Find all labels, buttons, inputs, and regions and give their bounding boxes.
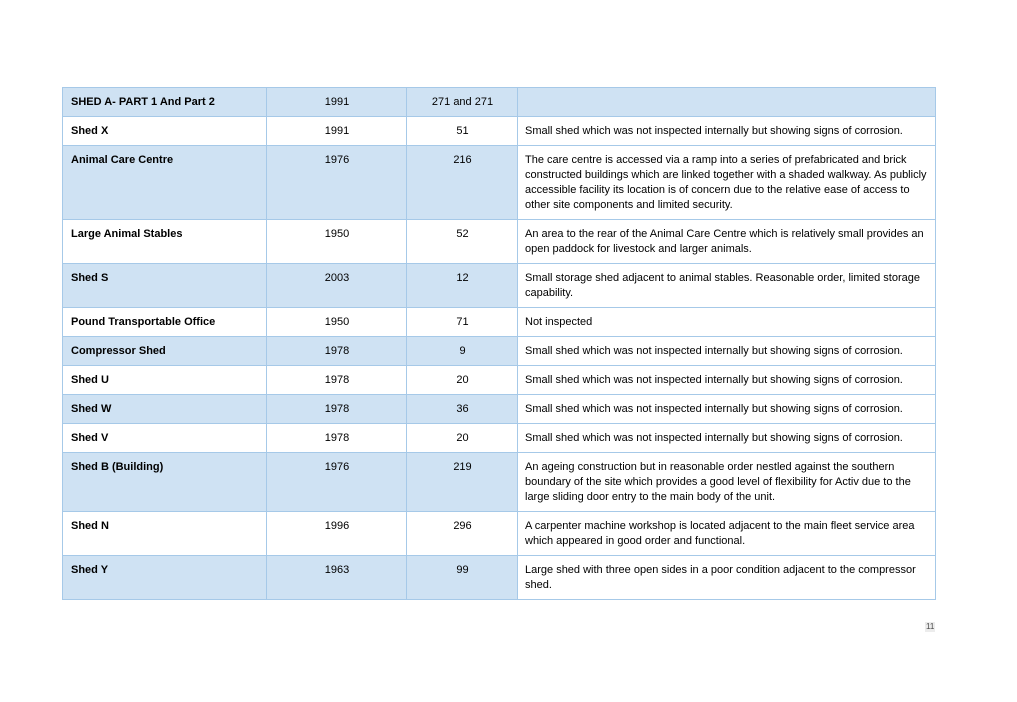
table-row: Shed B (Building) 1976 219 An ageing con…	[62, 452, 936, 512]
year-built-cell: 1950	[266, 219, 407, 264]
building-name-cell: Shed W	[62, 394, 267, 424]
building-name-cell: Shed X	[62, 116, 267, 146]
building-name-cell: Pound Transportable Office	[62, 307, 267, 337]
area-cell: 216	[406, 145, 518, 220]
year-built-cell: 2003	[266, 263, 407, 308]
year-built-cell: 1976	[266, 145, 407, 220]
area-cell: 271 and 271	[406, 87, 518, 117]
table-row: Shed Y 1963 99 Large shed with three ope…	[62, 555, 936, 600]
page-number: 11	[925, 622, 936, 632]
area-cell: 12	[406, 263, 518, 308]
area-cell: 9	[406, 336, 518, 366]
year-built-cell: 1976	[266, 452, 407, 512]
buildings-table-body: SHED A- PART 1 And Part 2 1991 271 and 2…	[62, 87, 936, 600]
description-cell: An ageing construction but in reasonable…	[517, 452, 936, 512]
description-cell	[517, 87, 936, 117]
year-built-cell: 1991	[266, 116, 407, 146]
table-row: Shed U 1978 20 Small shed which was not …	[62, 365, 936, 395]
year-built-cell: 1963	[266, 555, 407, 600]
building-name-cell: SHED A- PART 1 And Part 2	[62, 87, 267, 117]
description-cell: An area to the rear of the Animal Care C…	[517, 219, 936, 264]
table-row: Shed X 1991 51 Small shed which was not …	[62, 116, 936, 146]
area-cell: 51	[406, 116, 518, 146]
description-cell: Small shed which was not inspected inter…	[517, 116, 936, 146]
building-name-cell: Shed V	[62, 423, 267, 453]
buildings-table: SHED A- PART 1 And Part 2 1991 271 and 2…	[62, 87, 936, 600]
building-name-cell: Large Animal Stables	[62, 219, 267, 264]
building-name-cell: Shed Y	[62, 555, 267, 600]
year-built-cell: 1978	[266, 336, 407, 366]
description-cell: Small shed which was not inspected inter…	[517, 423, 936, 453]
table-row: Shed S 2003 12 Small storage shed adjace…	[62, 263, 936, 308]
area-cell: 36	[406, 394, 518, 424]
year-built-cell: 1950	[266, 307, 407, 337]
table-row: Large Animal Stables 1950 52 An area to …	[62, 219, 936, 264]
area-cell: 20	[406, 423, 518, 453]
table-row: Shed W 1978 36 Small shed which was not …	[62, 394, 936, 424]
description-cell: Small shed which was not inspected inter…	[517, 336, 936, 366]
area-cell: 52	[406, 219, 518, 264]
building-name-cell: Animal Care Centre	[62, 145, 267, 220]
building-name-cell: Shed S	[62, 263, 267, 308]
building-name-cell: Compressor Shed	[62, 336, 267, 366]
description-cell: Small shed which was not inspected inter…	[517, 394, 936, 424]
year-built-cell: 1991	[266, 87, 407, 117]
description-cell: Large shed with three open sides in a po…	[517, 555, 936, 600]
year-built-cell: 1978	[266, 423, 407, 453]
table-row: Animal Care Centre 1976 216 The care cen…	[62, 145, 936, 220]
area-cell: 296	[406, 511, 518, 556]
table-row: Pound Transportable Office 1950 71 Not i…	[62, 307, 936, 337]
table-row: Compressor Shed 1978 9 Small shed which …	[62, 336, 936, 366]
table-row: SHED A- PART 1 And Part 2 1991 271 and 2…	[62, 87, 936, 117]
table-row: Shed V 1978 20 Small shed which was not …	[62, 423, 936, 453]
table-row: Shed N 1996 296 A carpenter machine work…	[62, 511, 936, 556]
description-cell: Not inspected	[517, 307, 936, 337]
building-name-cell: Shed N	[62, 511, 267, 556]
year-built-cell: 1978	[266, 365, 407, 395]
year-built-cell: 1996	[266, 511, 407, 556]
area-cell: 219	[406, 452, 518, 512]
area-cell: 71	[406, 307, 518, 337]
building-name-cell: Shed U	[62, 365, 267, 395]
area-cell: 20	[406, 365, 518, 395]
year-built-cell: 1978	[266, 394, 407, 424]
description-cell: Small storage shed adjacent to animal st…	[517, 263, 936, 308]
area-cell: 99	[406, 555, 518, 600]
description-cell: A carpenter machine workshop is located …	[517, 511, 936, 556]
description-cell: The care centre is accessed via a ramp i…	[517, 145, 936, 220]
description-cell: Small shed which was not inspected inter…	[517, 365, 936, 395]
building-name-cell: Shed B (Building)	[62, 452, 267, 512]
